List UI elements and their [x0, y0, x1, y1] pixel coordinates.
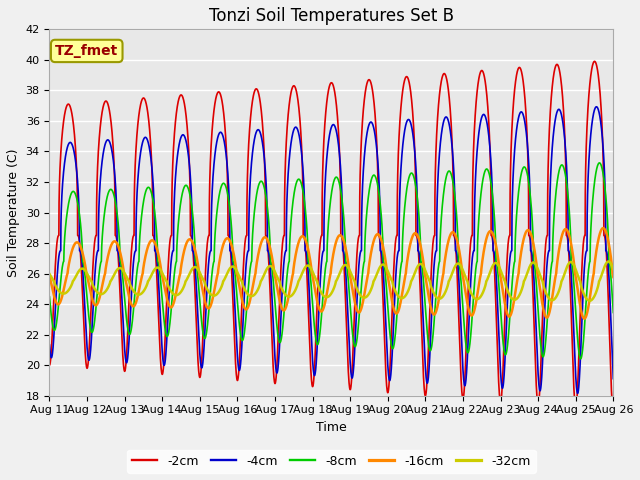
-2cm: [591, 59, 598, 64]
Line: -4cm: -4cm: [49, 107, 613, 393]
-32cm: [605, 259, 612, 264]
-16cm: [584, 306, 592, 312]
-4cm: [584, 180, 592, 185]
-32cm: [584, 297, 591, 303]
-8cm: [45, 294, 53, 300]
-4cm: [316, 277, 324, 283]
-16cm: [270, 267, 278, 273]
-4cm: [45, 342, 53, 348]
-32cm: [270, 267, 278, 273]
-8cm: [270, 286, 278, 291]
-2cm: [609, 408, 617, 414]
Legend: -2cm, -4cm, -8cm, -16cm, -32cm: -2cm, -4cm, -8cm, -16cm, -32cm: [127, 450, 536, 473]
-4cm: [609, 376, 617, 382]
-8cm: [316, 326, 324, 332]
-16cm: [580, 316, 588, 322]
-2cm: [316, 239, 324, 244]
-16cm: [609, 274, 617, 280]
-8cm: [388, 343, 396, 349]
-4cm: [158, 343, 166, 349]
-16cm: [388, 296, 396, 301]
-32cm: [45, 271, 53, 277]
Title: Tonzi Soil Temperatures Set B: Tonzi Soil Temperatures Set B: [209, 7, 454, 25]
Line: -2cm: -2cm: [49, 61, 613, 411]
-2cm: [270, 374, 278, 380]
-2cm: [45, 362, 53, 368]
-16cm: [45, 273, 53, 279]
Line: -32cm: -32cm: [49, 262, 613, 301]
-4cm: [573, 390, 581, 396]
-2cm: [584, 109, 591, 115]
-16cm: [232, 268, 240, 274]
Text: TZ_fmet: TZ_fmet: [55, 44, 118, 58]
-4cm: [232, 337, 240, 343]
X-axis label: Time: Time: [316, 421, 347, 434]
-2cm: [388, 325, 396, 331]
-8cm: [596, 160, 604, 166]
-32cm: [316, 288, 324, 294]
-8cm: [232, 287, 240, 293]
-16cm: [158, 272, 166, 277]
-16cm: [599, 225, 607, 231]
-16cm: [316, 308, 324, 314]
-8cm: [609, 310, 617, 315]
-4cm: [388, 362, 396, 368]
-2cm: [158, 371, 166, 376]
Y-axis label: Soil Temperature (C): Soil Temperature (C): [7, 148, 20, 277]
Line: -16cm: -16cm: [49, 228, 613, 319]
-4cm: [593, 104, 600, 109]
-8cm: [584, 273, 592, 279]
-8cm: [158, 292, 166, 298]
-4cm: [270, 336, 278, 341]
Line: -8cm: -8cm: [49, 163, 613, 359]
-32cm: [609, 266, 617, 272]
-32cm: [586, 298, 593, 304]
-32cm: [158, 269, 166, 275]
-2cm: [232, 373, 240, 379]
-8cm: [577, 356, 584, 362]
-32cm: [232, 267, 240, 273]
-32cm: [388, 277, 396, 283]
